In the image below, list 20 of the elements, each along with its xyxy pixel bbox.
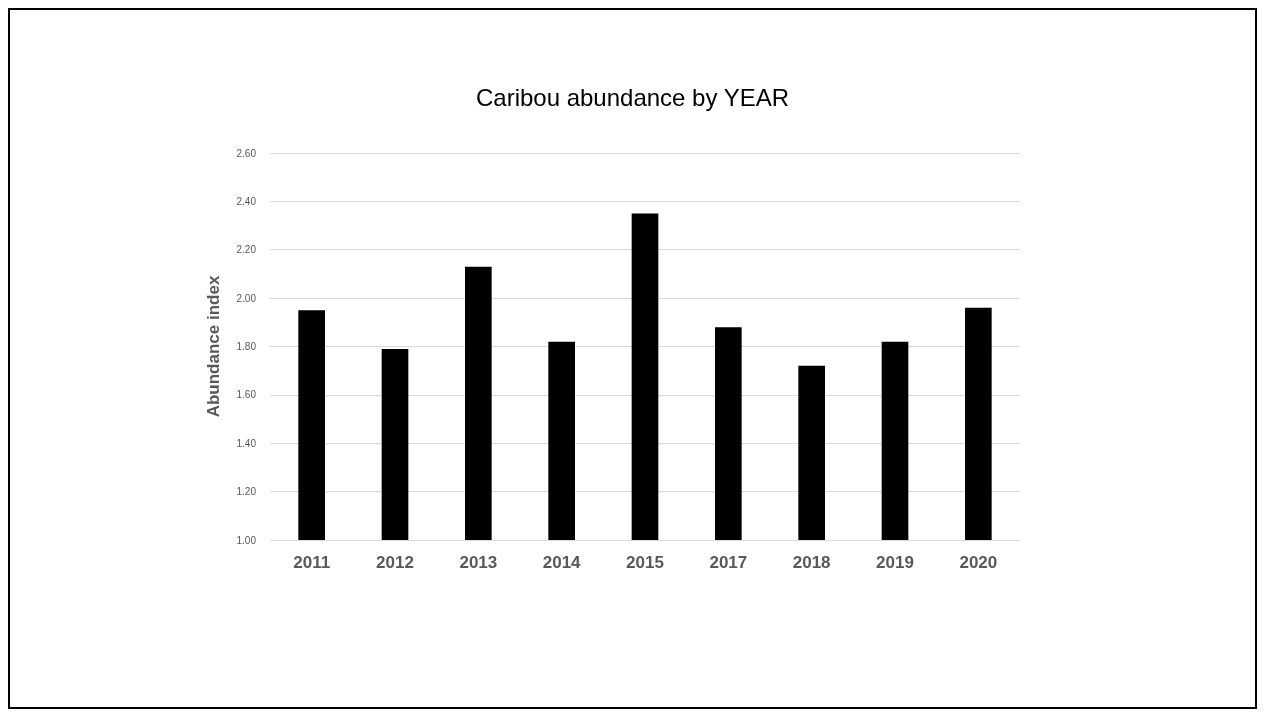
x-tick-label: 2013 (459, 553, 498, 572)
y-axis-title: Abundance index (204, 275, 223, 418)
y-tick-label: 2.00 (236, 292, 257, 304)
y-tick-label: 2.40 (236, 195, 257, 207)
x-tick-label: 2019 (876, 553, 914, 572)
y-tick-label: 2.60 (236, 147, 257, 159)
y-tick-label: 1.20 (236, 486, 257, 498)
y-tick-label: 1.00 (236, 534, 257, 546)
y-tick-label: 2.20 (236, 244, 257, 256)
x-tick-label: 2011 (293, 553, 331, 572)
y-tick-label: 1.40 (236, 437, 257, 449)
x-tick-label: 2014 (542, 553, 582, 572)
x-tick-label: 2020 (959, 553, 998, 572)
x-tick-label: 2015 (626, 553, 664, 572)
chart-title: Caribou abundance by YEAR (475, 83, 790, 111)
x-tick-label: 2018 (792, 553, 831, 572)
x-tick-label: 2012 (376, 553, 414, 572)
y-tick-label: 1.80 (236, 341, 257, 352)
x-tick-label: 2017 (709, 553, 748, 572)
y-tick-label: 1.60 (236, 389, 257, 401)
